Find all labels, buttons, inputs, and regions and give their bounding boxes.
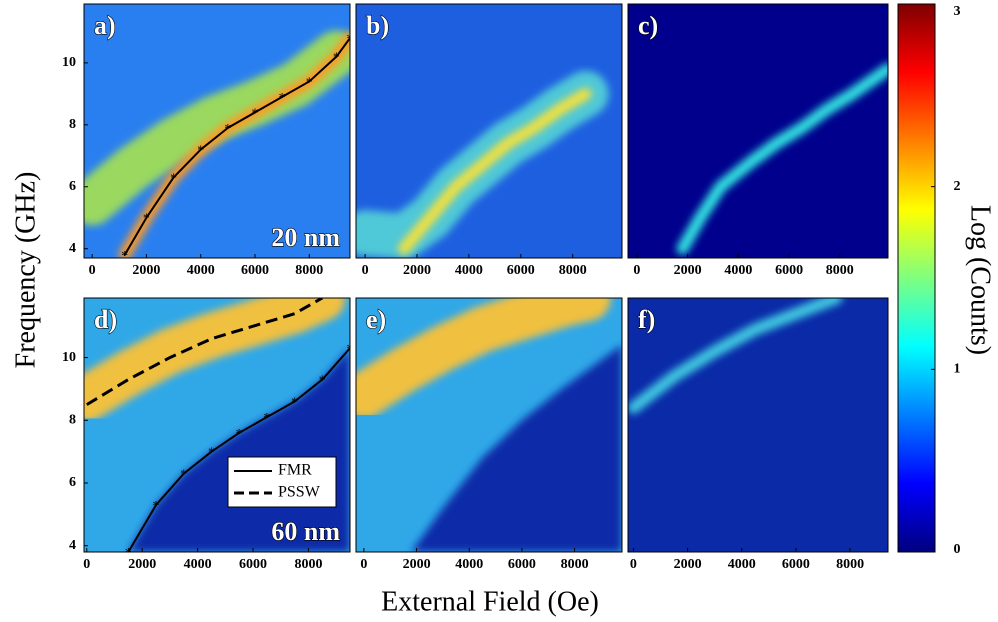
colorbar-tick-label: 0: [954, 542, 961, 557]
panel-label: e): [366, 305, 386, 334]
x-tick-label: 4000: [724, 263, 752, 278]
fit-point: *: [197, 144, 204, 159]
panel-label: c): [638, 11, 658, 40]
fit-point: *: [208, 446, 215, 461]
legend-label: PSSW: [278, 484, 321, 501]
intensity-band: [84, 298, 346, 422]
x-tick-label: 4000: [455, 263, 483, 278]
fit-point: *: [291, 395, 298, 410]
y-axis-label: Frequency (GHz): [10, 172, 41, 369]
panel-frame: [83, 297, 351, 553]
plot-area: [676, 56, 888, 255]
fit-point: *: [263, 411, 270, 426]
x-tick-label: 2000: [403, 557, 431, 572]
fit-point: *: [180, 468, 187, 483]
y-tick-label: 8: [69, 117, 76, 132]
x-tick-label: 6000: [239, 557, 267, 572]
x-tick-label: 2000: [674, 557, 702, 572]
plot-area: [356, 298, 622, 552]
x-tick-label: 4000: [184, 557, 212, 572]
fit-point: *: [121, 249, 128, 264]
panel-frame: [83, 3, 351, 259]
fit-point: *: [306, 75, 313, 90]
y-tick-label: 6: [69, 179, 76, 194]
panel-frame: [355, 3, 623, 259]
x-tick-label: 0: [89, 263, 96, 278]
panel-frame: [627, 297, 889, 553]
panel-frame: [355, 297, 623, 553]
fit-point: *: [125, 546, 132, 561]
panel-frame: [627, 3, 889, 259]
colorbar-tick-label: 2: [954, 179, 961, 194]
fit-point: *: [252, 106, 259, 121]
intensity-band: [628, 298, 843, 414]
x-tick-label: 0: [83, 557, 90, 572]
panel-label: f): [638, 305, 655, 334]
panel-label: d): [94, 305, 117, 334]
fit-point: *: [236, 427, 243, 442]
y-tick-label: 4: [69, 538, 76, 553]
y-tick-label: 6: [69, 475, 76, 490]
fit-point: *: [170, 171, 177, 186]
y-tick-label: 8: [69, 413, 76, 428]
x-axis-label: External Field (Oe): [381, 586, 599, 617]
legend-box: [227, 456, 337, 508]
panel-background: [628, 298, 888, 552]
y-tick-label: 10: [62, 350, 76, 365]
x-tick-label: 0: [360, 557, 367, 572]
fit-point: *: [333, 51, 340, 66]
x-tick-label: 6000: [508, 557, 536, 572]
x-tick-label: 2000: [128, 557, 156, 572]
fit-point: *: [153, 499, 160, 514]
x-tick-label: 4000: [187, 263, 215, 278]
x-tick-label: 0: [630, 557, 637, 572]
x-tick-label: 8000: [294, 557, 322, 572]
x-tick-label: 8000: [559, 263, 587, 278]
x-tick-label: 2000: [674, 263, 702, 278]
plot-area: * * * * * * * * * *: [84, 30, 354, 264]
fit-line: [85, 298, 324, 406]
x-tick-label: 4000: [455, 557, 483, 572]
panel-label: b): [366, 11, 389, 40]
colorbar-tick-label: 3: [954, 4, 961, 19]
x-tick-label: 8000: [836, 557, 864, 572]
x-tick-label: 0: [362, 263, 369, 278]
y-tick-label: 4: [69, 241, 76, 256]
y-tick-label: 10: [62, 55, 76, 70]
x-tick-label: 8000: [295, 263, 323, 278]
x-tick-label: 6000: [507, 263, 535, 278]
colorbar-tick-label: 1: [954, 362, 961, 377]
fit-point: *: [224, 122, 231, 137]
plot-area: [356, 56, 622, 258]
legend-label: FMR: [278, 462, 312, 479]
fit-point: *: [143, 212, 150, 227]
x-tick-label: 4000: [728, 557, 756, 572]
x-tick-label: 2000: [132, 263, 160, 278]
x-tick-label: 6000: [782, 557, 810, 572]
plot-area: [628, 298, 888, 427]
fit-line: [123, 37, 350, 256]
x-tick-label: 0: [633, 263, 640, 278]
fit-point: *: [319, 374, 326, 389]
x-tick-label: 8000: [561, 557, 589, 572]
x-tick-label: 2000: [403, 263, 431, 278]
colorbar-label: Log (Counts): [965, 205, 996, 355]
fit-point: *: [347, 342, 354, 357]
fit-point: *: [279, 91, 286, 106]
x-tick-label: 6000: [241, 263, 269, 278]
x-tick-label: 8000: [826, 263, 854, 278]
thickness-label: 20 nm: [271, 223, 340, 252]
x-tick-label: 6000: [775, 263, 803, 278]
fit-line: [127, 347, 350, 552]
fit-point: *: [347, 32, 354, 47]
panel-background: [628, 4, 888, 258]
panel-label: a): [94, 11, 116, 40]
thickness-label: 60 nm: [271, 517, 340, 546]
colorbar: [897, 3, 936, 553]
